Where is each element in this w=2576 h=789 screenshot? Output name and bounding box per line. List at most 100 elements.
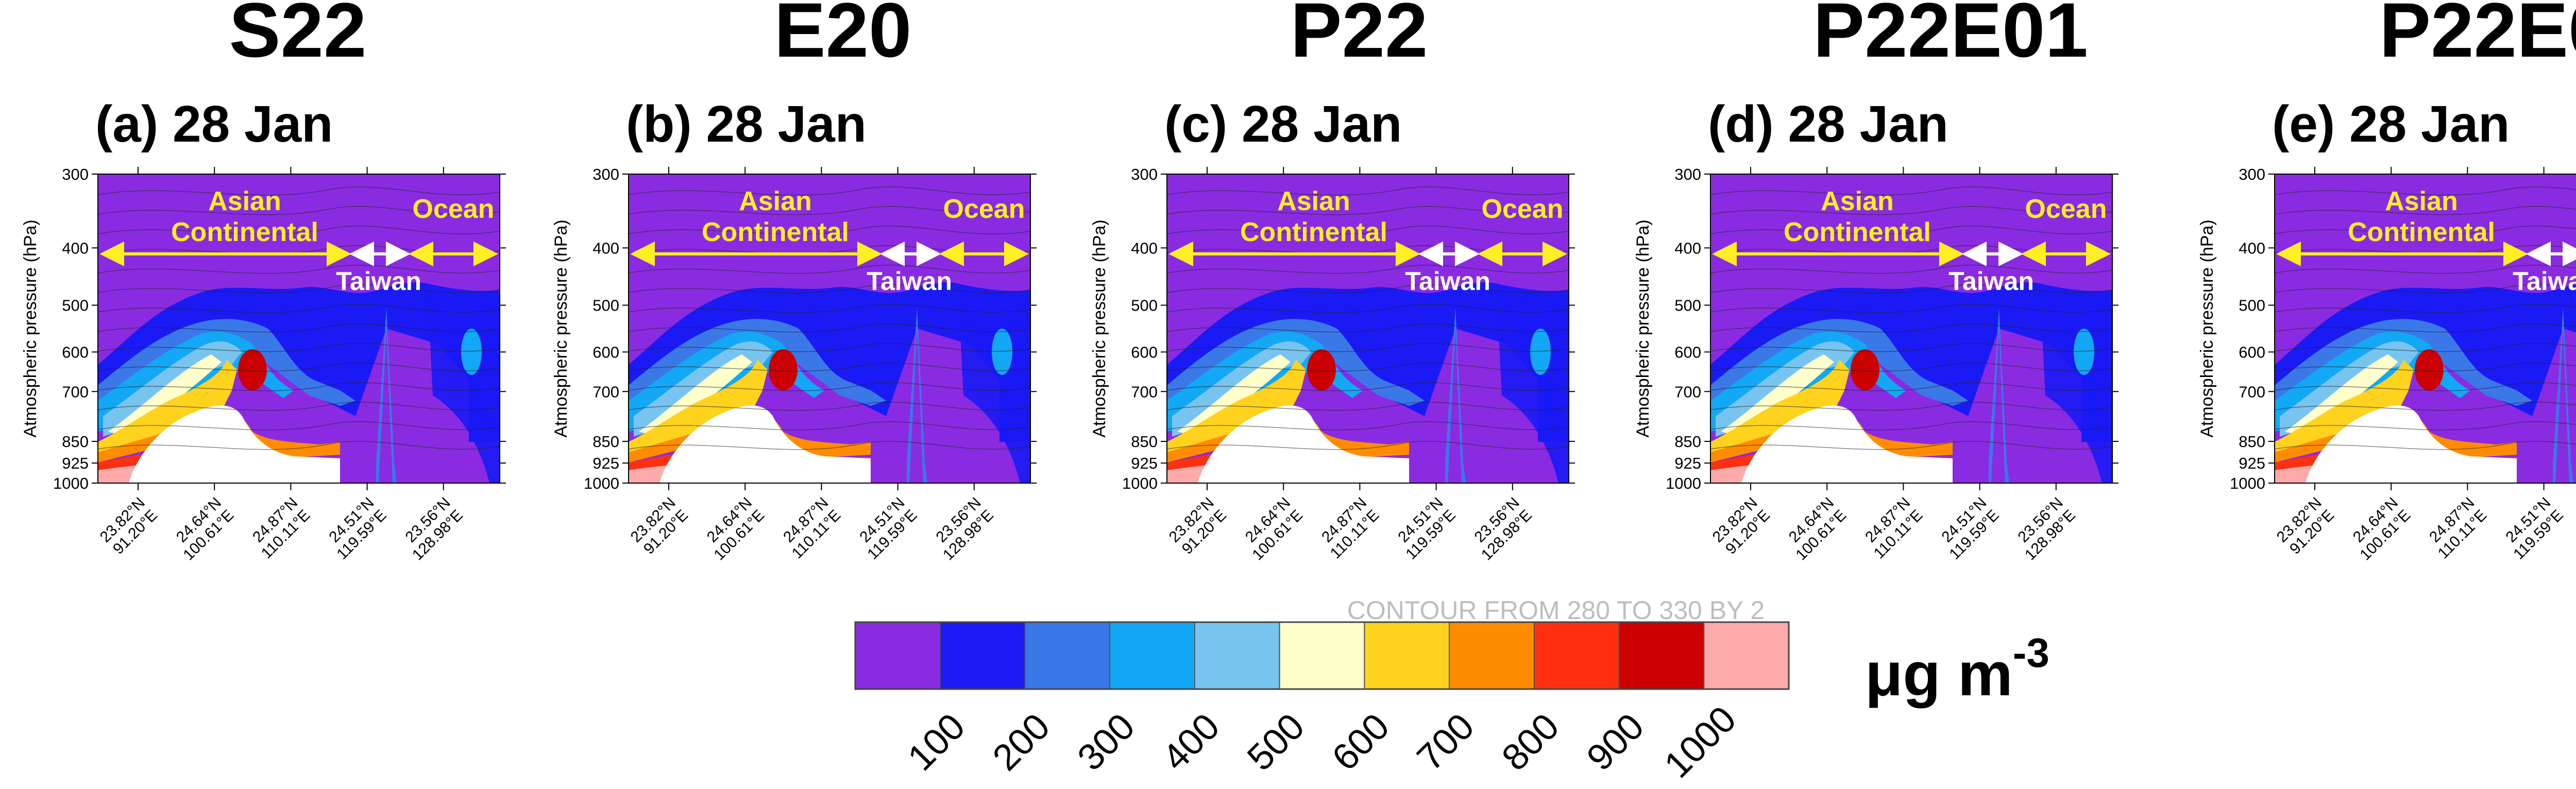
panel-e20: E20 (b) 28 Jan 300 400 500 600 700 850 925 1000 At… [551,0,1037,564]
colorbar-swatch [1279,622,1365,690]
y-axis-label: Atmospheric pressure (hPa) [2197,219,2217,437]
band-600 [639,354,752,437]
contour-line [1167,323,1569,333]
panel-title: P22E03 [2379,0,2576,73]
colorbar-swatch [1194,622,1280,690]
contour-line [1710,265,2112,274]
band-800 [1710,415,1953,462]
y-tick-label: 500 [2239,297,2265,315]
y-tick-label: 300 [62,165,89,183]
colorbar-frame [854,621,1790,690]
contour-line [2275,363,2576,372]
contour-line [98,186,500,196]
y-tick-label: 500 [1131,297,1158,315]
y-tick-label: 300 [2239,165,2265,183]
contour-line [2275,206,2576,215]
colorbar-unit-exponent: -3 [2013,630,2049,676]
taiwan-terrain-core [2555,329,2569,483]
label-asian: Asian [1821,186,1894,216]
colorbar-swatch [939,622,1026,690]
contour-line [1710,206,2112,215]
colorbar-label: 500 [1240,706,1313,779]
panel-s22: S22 (a) 28 Jan 300 400 500 600 700 850 925 1000 At… [21,0,506,564]
contour-line [1710,343,2112,352]
ocean-band-200 [1497,290,1569,483]
y-tick-label: 1000 [1122,474,1158,492]
contour-line [98,382,500,391]
colorbar-swatch [1449,622,1535,690]
contour-line [1167,304,1569,313]
x-tick-label: 23.82°N91.20°E [628,494,691,558]
colorbar-swatch [1703,622,1789,690]
ocean-band-400 [992,329,1012,375]
label-taiwan: Taiwan [1948,267,2034,296]
panel-title: P22E01 [1813,0,2088,73]
y-tick-label: 700 [1131,383,1158,401]
ocean-band-200 [428,290,500,483]
contour-line [2275,186,2576,196]
plot-area: 300 400 500 600 700 850 925 1000 Atmospheric pre… [21,165,506,564]
y-tick-label: 700 [62,383,89,401]
y-axis-label: Atmospheric pressure (hPa) [551,219,571,437]
contour-line [1710,186,2112,196]
contour-line [2275,226,2576,235]
y-tick-label: 850 [1131,433,1158,451]
taiwan-terrain-core [909,329,923,483]
contour-line [1167,226,1569,235]
contour-line [98,323,500,333]
plot-area: 300 400 500 600 700 850 925 1000 Atmospheric pre… [1090,165,1575,564]
y-tick-label: 300 [1131,165,1158,183]
y-tick-label: 850 [2239,433,2265,451]
terrain [1198,405,1409,483]
taiwan-terrain-core [379,329,393,483]
contour-line [629,441,1030,450]
y-tick-label: 1000 [584,474,619,492]
label-continental: Continental [2348,217,2495,247]
contour-line [98,304,500,313]
label-ocean: Ocean [413,194,495,224]
label-continental: Continental [702,217,849,247]
ocean-band-200 [958,290,1030,483]
contour-line [1167,441,1569,450]
y-tick-label: 600 [62,343,89,361]
band-600 [2285,354,2398,437]
colorbar-label: 700 [1409,706,1482,779]
panel-p22: P22 (c) 28 Jan 300 400 500 600 700 850 925 1000 At… [1090,0,1575,564]
band-900-core [769,349,798,390]
contour-line [98,441,500,450]
y-tick-label: 850 [1674,433,1701,451]
x-tick-label: 23.82°N91.20°E [1166,494,1230,558]
contour-line [1167,382,1569,391]
x-tick-label: 23.82°N91.20°E [97,494,161,558]
contour-line [629,265,1030,274]
y-tick-label: 400 [2239,239,2265,257]
colorbar-swatch [1618,622,1705,690]
colorbar-swatch [1533,622,1620,690]
contour-line [2275,323,2576,333]
contour-line [1167,363,1569,372]
band-200 [1167,282,1569,442]
contour-line [629,402,1030,411]
plot-fill [629,174,1030,483]
contour-line [1167,421,1569,431]
band-800 [98,415,340,462]
taiwan-terrain-core [1991,329,2005,483]
y-tick-label: 300 [1674,165,1701,183]
panel-subtitle: (e) 28 Jan [2272,95,2510,153]
contour-line [1710,304,2112,313]
contour-line [629,323,1030,333]
panel-subtitle: (c) 28 Jan [1164,95,1402,153]
colorbar: 100 200 300 400 500 600 700 800 900 1000 μg m-3 [854,621,2049,786]
label-ocean: Ocean [1482,194,1564,224]
label-asian: Asian [1277,186,1350,216]
y-tick-label: 500 [62,297,89,315]
terrain [129,405,340,483]
y-tick-label: 400 [1131,239,1158,257]
contour-note: CONTOUR FROM 280 TO 330 BY 2 [1347,596,1765,625]
